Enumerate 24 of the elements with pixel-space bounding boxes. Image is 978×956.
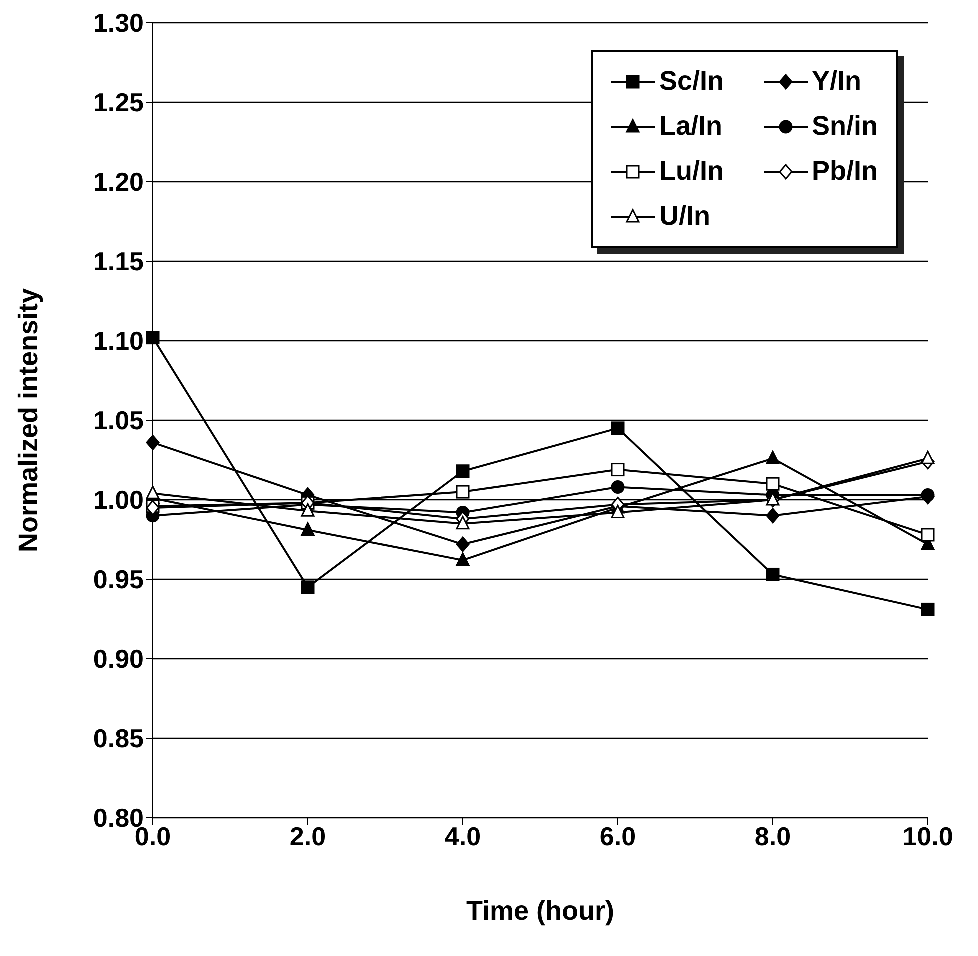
x-tick-label: 8.0 (754, 821, 792, 852)
y-tick-label: 1.00 (93, 485, 144, 516)
y-tick-label: 1.30 (93, 8, 144, 38)
x-axis-title: Time (hour) (466, 896, 614, 926)
y-tick-label: 0.85 (93, 724, 144, 754)
y-tick-label: 1.25 (93, 88, 144, 118)
legend-label: Lu/In (659, 156, 724, 187)
y-tick-label: 1.15 (93, 246, 144, 277)
y-tick-label: 1.05 (93, 406, 144, 436)
x-tick-label: 6.0 (600, 821, 636, 852)
legend-label: U/In (659, 201, 710, 232)
y-tick-label: 1.20 (93, 167, 144, 198)
y-tick-label: 0.90 (93, 644, 144, 674)
legend-label: Sc/In (659, 66, 724, 97)
legend-label: La/In (659, 111, 722, 142)
y-tick-label: 0.95 (93, 564, 144, 595)
y-tick-label: 1.10 (93, 326, 144, 356)
x-tick-label: 10.0 (902, 821, 954, 852)
x-tick-label: 2.0 (290, 821, 326, 852)
legend-label: Sn/in (812, 111, 878, 142)
x-tick-label: 4.0 (444, 821, 482, 852)
legend-label: Pb/In (812, 156, 878, 187)
y-axis-title: Normalized intensity (14, 288, 44, 553)
legend-label: Y/In (812, 66, 862, 97)
